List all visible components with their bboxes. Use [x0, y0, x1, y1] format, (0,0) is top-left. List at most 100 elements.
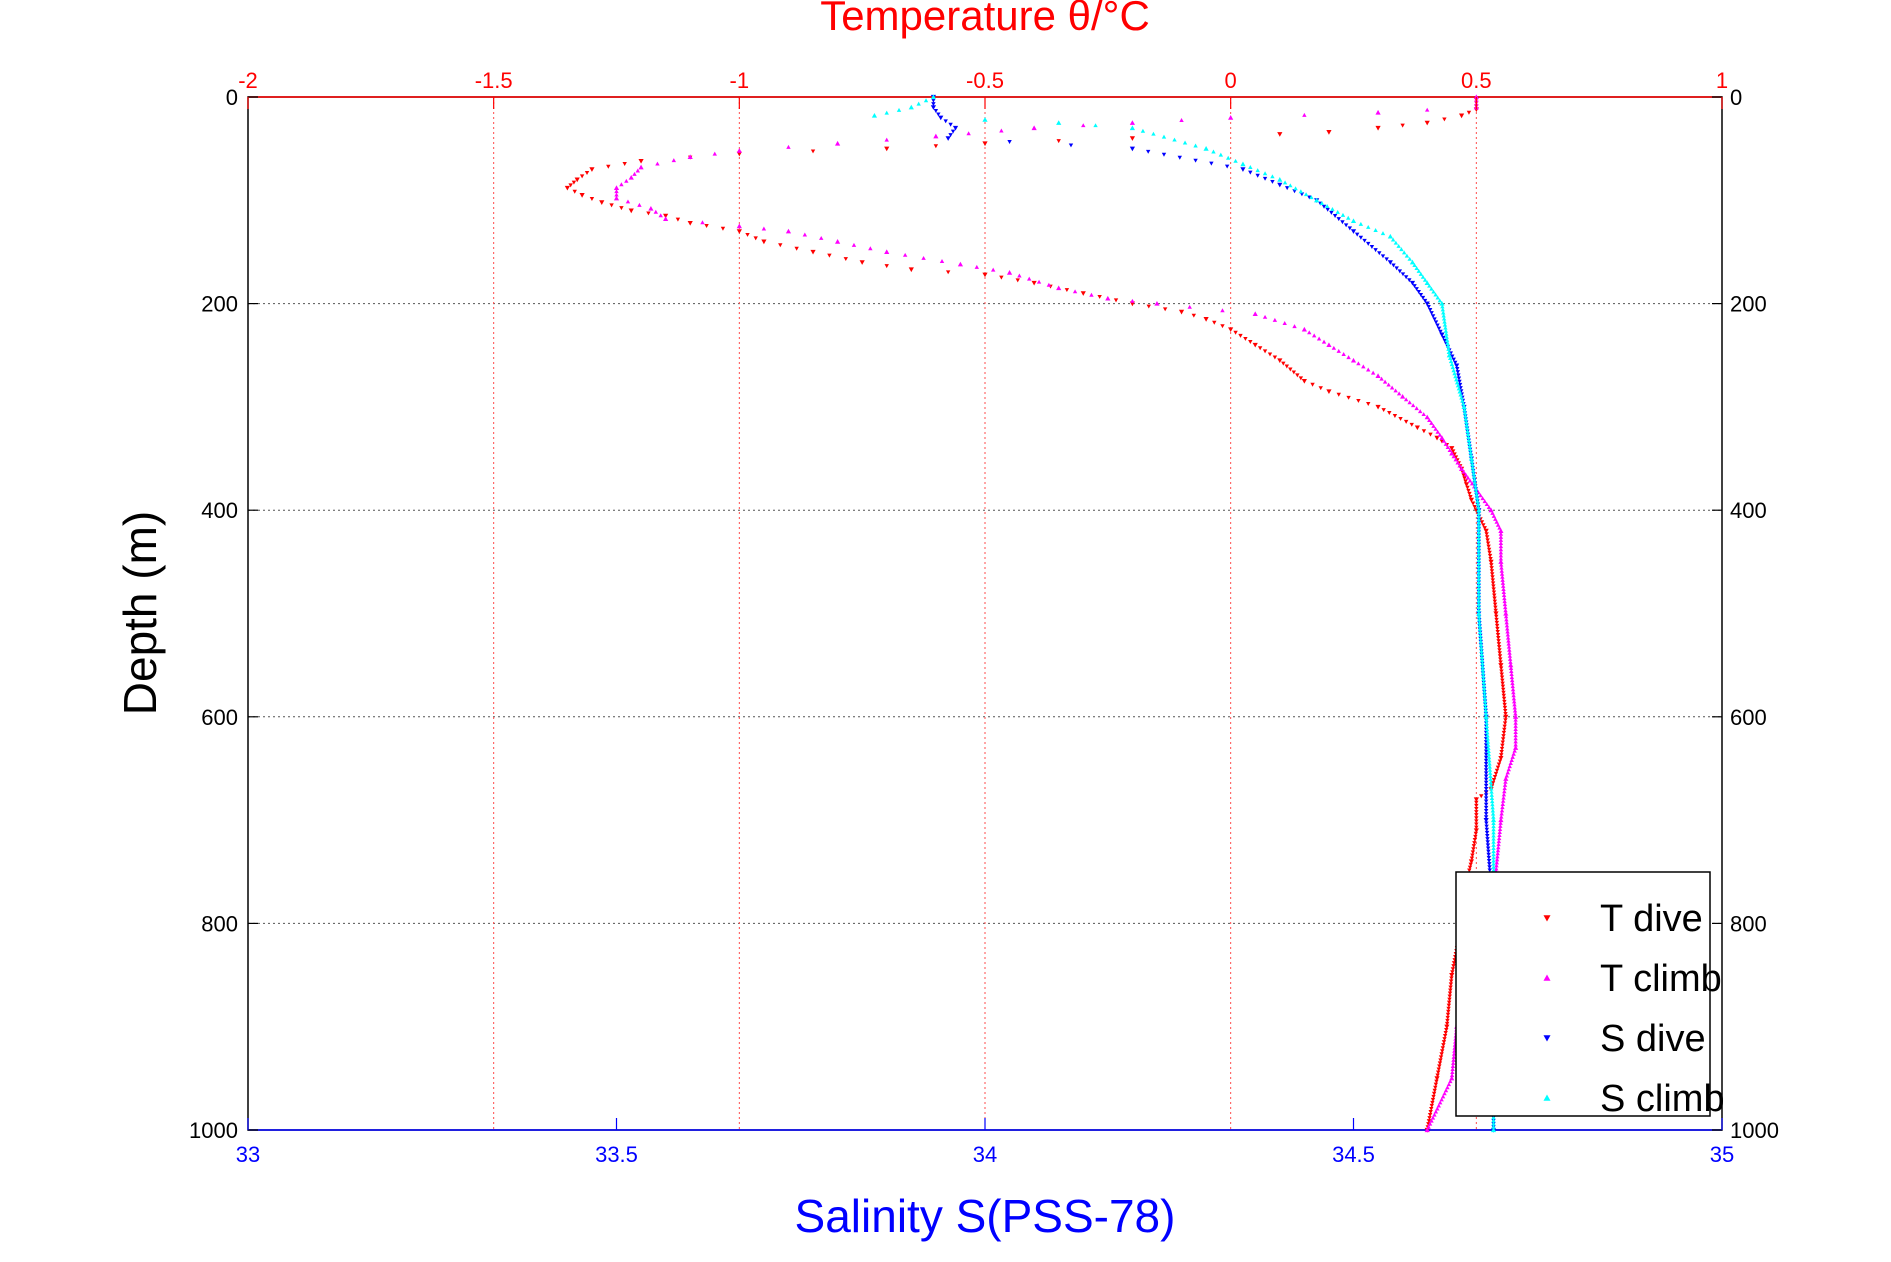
data-point	[1462, 410, 1468, 415]
data-point	[990, 267, 996, 272]
data-point	[1429, 420, 1434, 425]
data-point	[1442, 319, 1447, 324]
data-point	[1203, 317, 1209, 322]
data-point	[1481, 683, 1487, 688]
data-point	[1391, 263, 1396, 268]
data-point	[1495, 633, 1501, 637]
data-point	[1510, 684, 1515, 689]
data-point	[1501, 586, 1506, 591]
data-point	[1483, 758, 1489, 763]
data-point	[1450, 967, 1456, 972]
data-point	[1433, 1109, 1439, 1114]
data-point	[1473, 831, 1479, 836]
data-point	[1468, 453, 1474, 458]
data-point	[1330, 206, 1335, 211]
data-point	[1485, 739, 1491, 744]
data-point	[1445, 1085, 1450, 1090]
data-point	[1442, 117, 1447, 122]
data-point	[1448, 1079, 1453, 1084]
data-point	[1303, 192, 1309, 197]
data-point	[1477, 623, 1482, 628]
data-point	[778, 243, 783, 248]
data-point	[1474, 822, 1479, 827]
data-point	[1500, 802, 1505, 806]
data-point	[1510, 681, 1515, 686]
data-point	[1504, 617, 1509, 622]
data-point	[1458, 392, 1463, 397]
data-point	[868, 246, 873, 251]
y-tick-label: 600	[201, 705, 238, 730]
data-point	[1499, 669, 1504, 674]
data-point	[1501, 693, 1506, 698]
data-point	[1431, 1094, 1436, 1099]
data-point	[1437, 1061, 1443, 1066]
data-point	[1476, 517, 1481, 522]
data-point	[802, 232, 808, 237]
data-point	[671, 158, 677, 163]
data-point	[1443, 328, 1449, 333]
legend-box	[1455, 871, 1711, 1117]
data-point	[1422, 277, 1428, 282]
data-point	[1498, 817, 1504, 823]
data-point	[1476, 601, 1481, 606]
data-point	[1427, 417, 1432, 422]
data-point	[663, 213, 669, 219]
data-point	[1494, 866, 1499, 871]
data-point	[1472, 837, 1478, 842]
data-point	[1491, 858, 1496, 863]
data-point	[1486, 859, 1492, 863]
data-point	[908, 267, 914, 273]
data-point	[753, 236, 758, 241]
data-point	[1476, 514, 1481, 519]
data-point	[1500, 740, 1505, 745]
data-point	[1483, 808, 1489, 813]
data-point	[1491, 855, 1496, 860]
data-point	[1031, 125, 1037, 131]
data-point	[1479, 658, 1485, 663]
data-point	[1431, 1091, 1437, 1096]
data-point	[1491, 590, 1497, 595]
data-point	[1430, 314, 1436, 319]
data-point	[653, 209, 659, 214]
data-point	[1488, 783, 1494, 788]
data-point	[1456, 386, 1462, 391]
data-point	[1248, 165, 1253, 170]
data-point	[1447, 991, 1453, 996]
data-point	[614, 189, 619, 194]
data-point	[1489, 563, 1494, 568]
data-point	[936, 112, 941, 117]
data-point	[859, 260, 865, 265]
data-point	[1277, 132, 1283, 137]
data-point	[1508, 659, 1513, 664]
data-point	[1491, 821, 1496, 825]
data-point	[1471, 844, 1477, 849]
data-point	[1500, 678, 1505, 683]
data-point	[1426, 1124, 1431, 1129]
data-point	[1513, 736, 1518, 741]
data-point	[1486, 544, 1491, 549]
data-point	[1450, 449, 1456, 454]
data-point	[1492, 599, 1498, 604]
data-point	[619, 182, 624, 187]
data-point	[1329, 210, 1334, 215]
data-point	[1489, 795, 1495, 800]
data-point	[1081, 123, 1086, 128]
data-point	[1465, 485, 1470, 490]
data-point	[1474, 495, 1480, 500]
data-point	[1476, 529, 1481, 534]
data-point	[628, 208, 634, 214]
data-point	[1509, 672, 1514, 677]
data-point	[1496, 845, 1501, 850]
data-point	[1489, 789, 1494, 794]
data-point	[736, 229, 742, 234]
data-point	[1479, 655, 1485, 660]
data-point	[720, 226, 726, 231]
data-point	[1307, 195, 1312, 200]
data-point	[1498, 663, 1504, 668]
data-point	[1410, 403, 1416, 408]
data-point	[930, 94, 937, 100]
data-point	[1182, 140, 1188, 145]
data-point	[1427, 1116, 1432, 1121]
data-point	[1154, 301, 1160, 306]
data-point	[1129, 120, 1135, 125]
